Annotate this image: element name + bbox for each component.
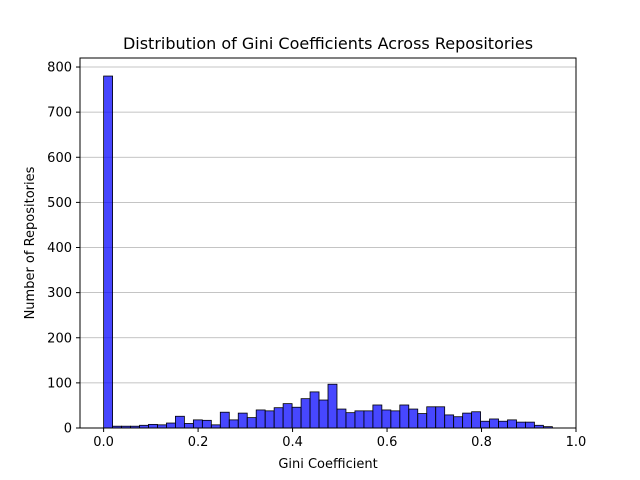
histogram-bar bbox=[426, 406, 437, 429]
y-tick-label: 500 bbox=[47, 196, 72, 211]
histogram-bar bbox=[363, 410, 374, 429]
y-tick-label: 300 bbox=[47, 286, 72, 301]
histogram-bar bbox=[381, 409, 392, 429]
y-axis-ticks: 0 100 200 300 400 500 600 700 800 bbox=[47, 61, 80, 437]
histogram-bar bbox=[273, 407, 284, 429]
histogram-bar bbox=[507, 419, 517, 429]
y-tick-label: 200 bbox=[47, 331, 72, 346]
y-tick-label: 700 bbox=[47, 106, 72, 121]
histogram-bar bbox=[192, 419, 203, 429]
histogram-bar bbox=[282, 403, 293, 429]
histogram-bar bbox=[103, 75, 113, 429]
histogram-bar bbox=[444, 414, 455, 429]
histogram-bar bbox=[453, 416, 464, 429]
histogram-bar bbox=[228, 419, 239, 429]
plot-frame bbox=[79, 57, 577, 429]
histogram-bar bbox=[148, 423, 158, 429]
histogram-bar bbox=[336, 408, 347, 429]
histogram-bar bbox=[219, 411, 230, 429]
histogram-bar bbox=[399, 404, 410, 429]
histogram-bar bbox=[480, 420, 490, 429]
histogram-bar bbox=[435, 406, 446, 429]
y-tick-label: 400 bbox=[47, 241, 72, 256]
histogram-bar bbox=[318, 399, 329, 429]
y-gridlines bbox=[80, 66, 576, 384]
histogram-bar bbox=[516, 421, 526, 429]
histogram-bar bbox=[255, 409, 266, 429]
histogram-bar bbox=[417, 413, 428, 429]
x-axis-ticks: 0.0 0.2 0.4 0.6 0.8 1.0 bbox=[93, 428, 586, 450]
x-tick-label: 0.0 bbox=[93, 435, 114, 450]
histogram-bar bbox=[291, 406, 302, 429]
histogram-bar bbox=[345, 412, 356, 429]
y-tick-label: 100 bbox=[47, 376, 72, 391]
histogram-bar bbox=[300, 398, 311, 429]
histogram-bar bbox=[183, 423, 194, 429]
histogram-bar bbox=[498, 420, 508, 429]
histogram-bar bbox=[264, 410, 275, 429]
y-tick-label: 800 bbox=[47, 61, 72, 76]
y-tick-label: 600 bbox=[47, 151, 72, 166]
histogram-bar bbox=[354, 410, 365, 429]
x-tick-label: 0.8 bbox=[471, 435, 492, 450]
x-tick-label: 0.4 bbox=[282, 435, 303, 450]
histogram-bar bbox=[175, 415, 185, 429]
histogram-bar bbox=[166, 422, 176, 429]
histogram-bar bbox=[372, 404, 383, 429]
x-tick-label: 1.0 bbox=[566, 435, 587, 450]
histogram-bar bbox=[471, 411, 481, 429]
histogram-bar bbox=[390, 410, 401, 429]
histogram-bar bbox=[246, 417, 257, 429]
histogram-bar bbox=[525, 421, 535, 429]
histogram-bar bbox=[201, 419, 212, 429]
y-axis-label: Number of Repositories bbox=[23, 166, 38, 319]
x-tick-label: 0.2 bbox=[188, 435, 209, 450]
histogram-bar bbox=[327, 383, 338, 429]
histogram-bar bbox=[237, 412, 248, 429]
x-tick-label: 0.6 bbox=[377, 435, 398, 450]
histogram-bar bbox=[489, 418, 499, 429]
histogram-bar bbox=[408, 408, 419, 429]
chart-title: Distribution of Gini Coefficients Across… bbox=[123, 34, 533, 53]
histogram-bar bbox=[462, 412, 473, 429]
y-tick-label: 0 bbox=[64, 422, 72, 437]
x-axis-label: Gini Coefficient bbox=[278, 457, 377, 472]
histogram-bar bbox=[309, 391, 320, 429]
histogram-bars bbox=[103, 75, 553, 429]
